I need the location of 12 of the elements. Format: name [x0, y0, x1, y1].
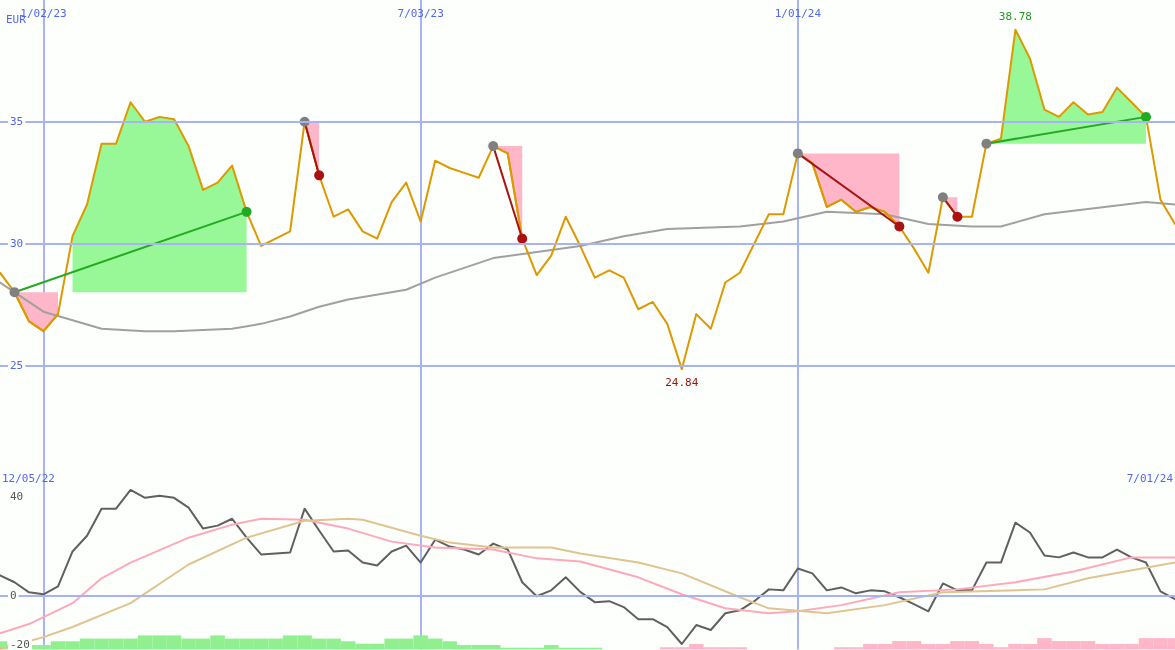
x-tick-label: 7/03/23: [397, 7, 444, 20]
annotation: 12/05/22: [2, 472, 55, 485]
annotation: 38.78: [998, 9, 1032, 23]
y-tick-label: -20: [10, 638, 30, 650]
annotation: 24.84: [665, 376, 699, 390]
x-tick-label: 1/01/24: [774, 7, 822, 20]
y-tick-label: 25: [10, 358, 24, 372]
y-tick-label: 40: [10, 490, 24, 504]
y-tick-label: 0: [10, 588, 17, 602]
y-tick-label: 35: [10, 115, 24, 129]
y-tick-label: 30: [10, 237, 24, 250]
annotation: 7/01/24: [1126, 472, 1174, 485]
